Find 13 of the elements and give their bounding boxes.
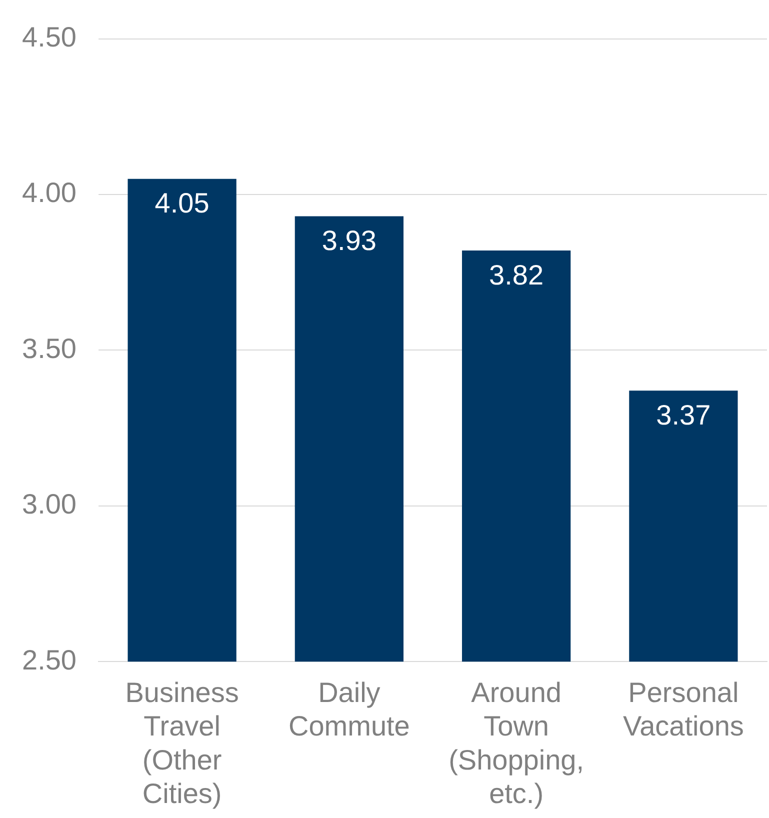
data-label: 3.93 bbox=[322, 225, 376, 256]
data-label: 4.05 bbox=[154, 188, 210, 219]
x-tick-label: Personal Vacations bbox=[622, 677, 744, 742]
data-label: 3.82 bbox=[489, 259, 544, 290]
y-tick-label: 3.00 bbox=[22, 488, 76, 520]
y-tick-label: 3.50 bbox=[22, 332, 76, 364]
y-tick-label: 4.00 bbox=[22, 177, 76, 208]
x-tick-label: Business Travel (Other Cities) bbox=[125, 677, 239, 809]
x-tick-label: Daily Commute bbox=[288, 677, 410, 742]
x-tick-label: Around Town (Shopping, etc.) bbox=[448, 677, 584, 809]
y-tick-label: 4.50 bbox=[22, 22, 76, 53]
data-label: 3.37 bbox=[656, 399, 711, 430]
y-tick-label: 2.50 bbox=[22, 644, 76, 676]
